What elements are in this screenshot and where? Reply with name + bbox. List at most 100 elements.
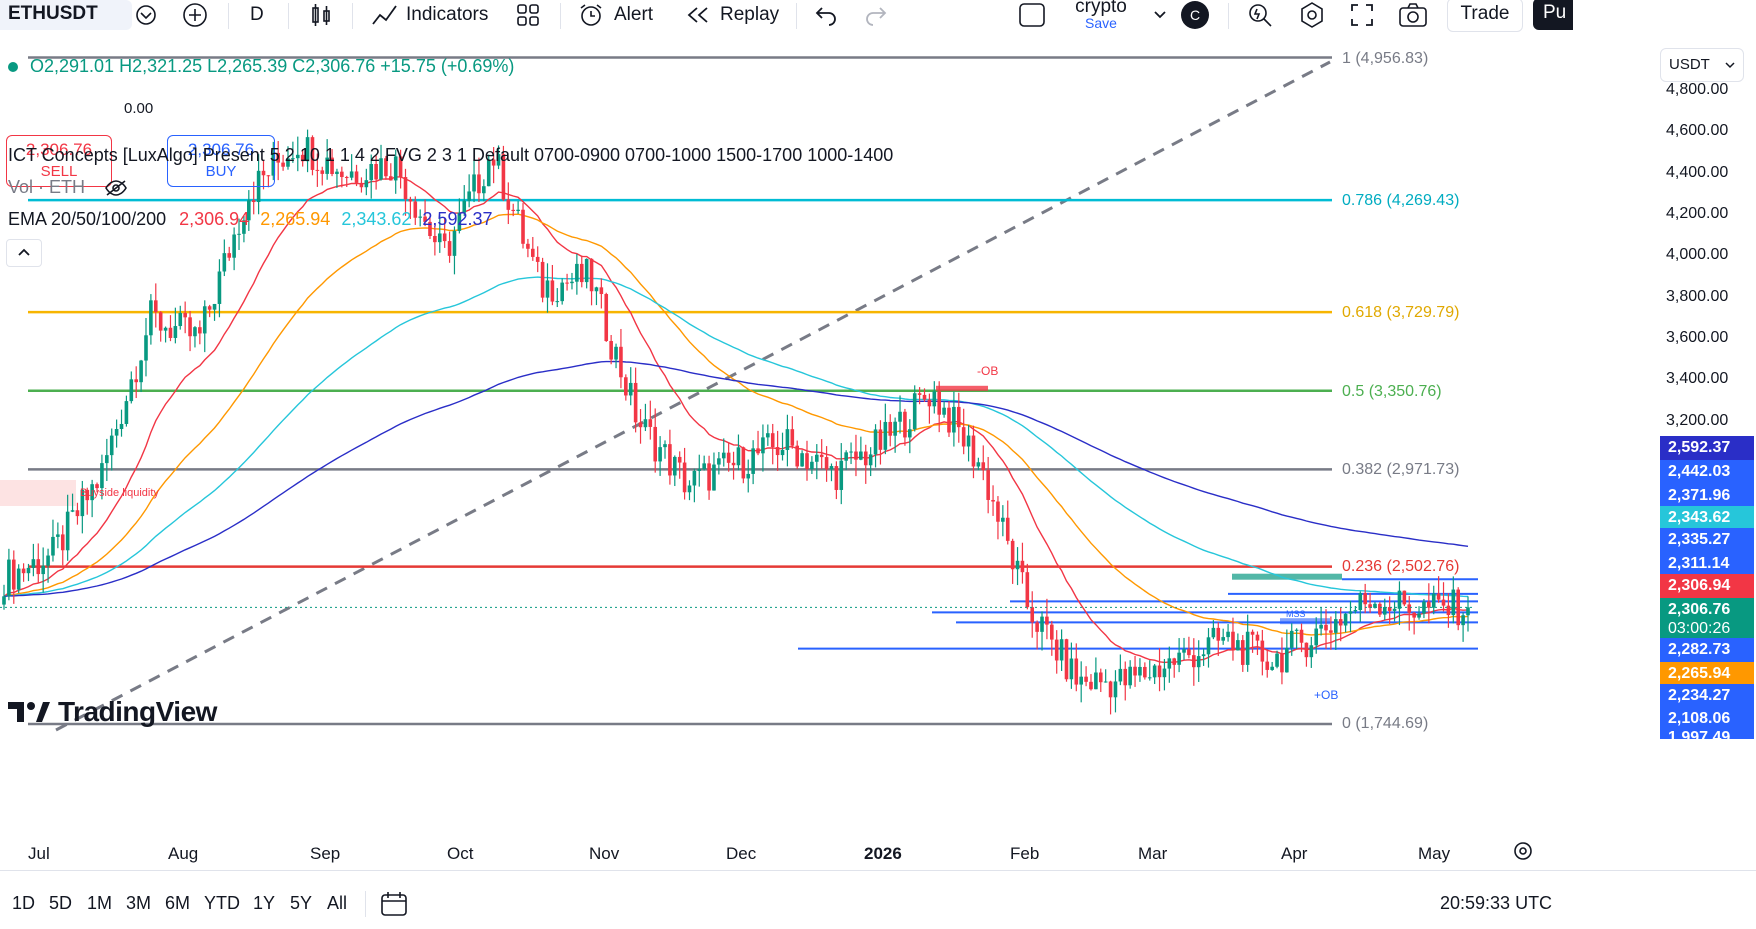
candle-body[interactable]: [1275, 653, 1279, 667]
candle-body[interactable]: [1265, 661, 1270, 670]
candle-body[interactable]: [1289, 630, 1294, 648]
candle-body[interactable]: [1299, 629, 1304, 643]
candle-body[interactable]: [996, 501, 1000, 522]
candle-body[interactable]: [947, 407, 951, 433]
candle-body[interactable]: [1255, 634, 1260, 641]
candle-body[interactable]: [163, 327, 168, 331]
candle-body[interactable]: [1005, 517, 1010, 541]
candle-body[interactable]: [746, 473, 751, 479]
candle-body[interactable]: [1064, 639, 1069, 680]
candle-body[interactable]: [991, 499, 995, 502]
candle-body[interactable]: [105, 455, 109, 464]
candle-body[interactable]: [741, 447, 746, 479]
candle-body[interactable]: [310, 137, 315, 170]
candle-body[interactable]: [295, 154, 300, 159]
candle-body[interactable]: [736, 447, 741, 466]
candle-body[interactable]: [1147, 677, 1152, 679]
candle-body[interactable]: [1441, 599, 1446, 606]
sell-button[interactable]: 2,306.76 SELL: [6, 135, 112, 187]
candle-body[interactable]: [1333, 619, 1338, 633]
candle-body[interactable]: [1231, 631, 1235, 651]
candle-body[interactable]: [1466, 607, 1470, 616]
candle-body[interactable]: [80, 489, 85, 517]
candle-body[interactable]: [1270, 666, 1274, 670]
candle-body[interactable]: [805, 453, 809, 469]
candle-body[interactable]: [663, 444, 667, 448]
candle-body[interactable]: [251, 200, 256, 203]
candle-body[interactable]: [751, 448, 755, 474]
candle-body[interactable]: [560, 282, 564, 302]
candle-body[interactable]: [717, 458, 721, 465]
candle-body[interactable]: [829, 466, 834, 470]
candle-body[interactable]: [1157, 665, 1162, 678]
candle-body[interactable]: [1108, 681, 1113, 698]
candle-body[interactable]: [1392, 608, 1397, 611]
candle-body[interactable]: [51, 536, 55, 556]
candle-body[interactable]: [85, 489, 90, 501]
candle-body[interactable]: [1245, 631, 1250, 665]
candle-body[interactable]: [1201, 654, 1206, 657]
candle-body[interactable]: [707, 463, 711, 491]
candle-body[interactable]: [1436, 593, 1441, 600]
candle-body[interactable]: [570, 281, 574, 284]
candle-body[interactable]: [1172, 658, 1177, 665]
layout-name-button[interactable]: crypto Save: [1068, 0, 1134, 31]
redo-icon[interactable]: [864, 0, 888, 30]
candle-body[interactable]: [16, 568, 21, 590]
candle-body[interactable]: [467, 191, 471, 201]
candle-body[interactable]: [413, 201, 418, 218]
candle-body[interactable]: [452, 230, 457, 256]
candle-body[interactable]: [222, 253, 227, 272]
candle-body[interactable]: [379, 158, 383, 180]
candle-body[interactable]: [942, 407, 946, 415]
candle-body[interactable]: [653, 426, 658, 462]
candle-body[interactable]: [403, 177, 408, 200]
candle-body[interactable]: [114, 429, 119, 436]
candle-body[interactable]: [300, 154, 305, 162]
compare-icon[interactable]: [134, 0, 158, 30]
candle-body[interactable]: [1001, 517, 1005, 522]
candle-body[interactable]: [1167, 658, 1172, 669]
candle-body[interactable]: [619, 346, 623, 378]
candle-body[interactable]: [1192, 655, 1196, 668]
candle-body[interactable]: [1221, 637, 1225, 641]
candle-body[interactable]: [668, 444, 672, 476]
utc-clock[interactable]: 20:59:33 UTC: [1440, 893, 1553, 913]
candle-body[interactable]: [1407, 604, 1412, 613]
candle-body[interactable]: [271, 152, 276, 176]
candle-body[interactable]: [903, 411, 907, 438]
chart-settings-gear-icon[interactable]: [1512, 840, 1534, 867]
candle-body[interactable]: [472, 174, 476, 192]
candle-body[interactable]: [1240, 640, 1245, 665]
candle-body[interactable]: [1177, 652, 1181, 665]
candle-body[interactable]: [893, 421, 897, 436]
indicator-ict-legend[interactable]: ICT Concepts [LuxAlgo] Present 5 2 10 1 …: [8, 145, 893, 166]
candle-body[interactable]: [824, 457, 829, 470]
candle-body[interactable]: [648, 419, 653, 427]
candle-body[interactable]: [721, 452, 726, 459]
candle-body[interactable]: [354, 171, 359, 183]
undo-icon[interactable]: [814, 0, 838, 30]
ema-20-line[interactable]: [3, 176, 1469, 664]
candle-body[interactable]: [1363, 593, 1367, 605]
candle-body[interactable]: [819, 454, 824, 458]
candle-body[interactable]: [1010, 540, 1015, 570]
fib-trend-line[interactable]: [55, 60, 1331, 732]
candle-body[interactable]: [599, 287, 604, 295]
candle-body[interactable]: [579, 263, 584, 283]
candle-body[interactable]: [506, 199, 511, 210]
candle-body[interactable]: [511, 209, 516, 211]
candle-body[interactable]: [418, 216, 422, 218]
candle-body[interactable]: [1196, 656, 1201, 668]
candle-body[interactable]: [359, 182, 364, 188]
candle-body[interactable]: [800, 453, 804, 467]
range-1d[interactable]: 1D: [12, 893, 36, 913]
settings-icon[interactable]: [1298, 0, 1326, 30]
candle-body[interactable]: [21, 568, 26, 574]
candle-body[interactable]: [770, 433, 775, 448]
candle-body[interactable]: [183, 312, 187, 318]
candle-body[interactable]: [1030, 607, 1035, 623]
candle-body[interactable]: [932, 391, 937, 407]
candle-body[interactable]: [1098, 672, 1103, 683]
candle-body[interactable]: [11, 559, 16, 590]
